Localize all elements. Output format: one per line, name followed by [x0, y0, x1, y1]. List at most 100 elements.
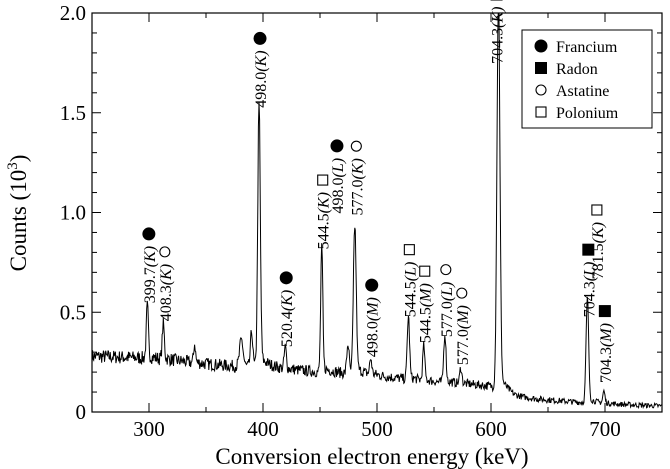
peak-annotation: 577.0(K) — [349, 140, 366, 215]
peak-energy: 577.0 — [349, 179, 366, 215]
peak-label: 498.0(L) — [330, 158, 347, 214]
peak-annotation: 781.5(K) — [590, 204, 607, 279]
peak-shell: (K) — [490, 7, 507, 28]
open-square-marker — [419, 265, 431, 277]
peak-shell: (K) — [142, 246, 159, 267]
peak-energy: 498.0 — [365, 321, 382, 357]
legend-label: Polonium — [556, 105, 619, 122]
filled-square-marker — [535, 62, 547, 74]
x-tick-label: 500 — [361, 417, 393, 441]
spectrum-line — [92, 13, 662, 410]
filled-circle-marker — [253, 31, 267, 45]
peak-shell: (M) — [455, 305, 472, 329]
y-tick-label: 2.0 — [60, 1, 86, 25]
peak-label: 498.0(M) — [365, 297, 382, 357]
peak-label: 544.5(M) — [418, 283, 435, 343]
filled-circle-marker — [330, 139, 344, 153]
peak-annotation: 544.5(K) — [316, 174, 333, 249]
peak-energy: 544.5 — [418, 307, 435, 343]
peak-energy: 704.3 — [490, 28, 507, 64]
filled-square-marker — [598, 305, 611, 318]
y-axis-label-close: ) — [6, 155, 31, 163]
peak-energy: 704.3 — [598, 347, 615, 383]
peak-label: 704.3(K) — [490, 7, 507, 64]
y-axis-label-main: Counts (10 — [6, 170, 31, 272]
peak-label: 577.0(K) — [349, 158, 366, 215]
open-circle-marker — [456, 287, 468, 299]
filled-circle-marker — [279, 271, 293, 285]
peak-label: 781.5(K) — [590, 222, 607, 279]
peak-shell: (K) — [316, 192, 333, 213]
y-tick-label: 1.5 — [60, 101, 86, 125]
ticks-layer: 300 400 500 600 700 0 0.5 1.0 1.5 2.0 — [60, 1, 663, 441]
filled-circle-marker — [142, 227, 156, 241]
y-tick-label: 0 — [76, 400, 87, 424]
peak-annotation: 498.0(L) — [330, 139, 347, 213]
peak-energy: 498.0 — [253, 72, 270, 108]
peak-shell: (L) — [439, 282, 456, 302]
legend-item: Radon — [535, 61, 598, 78]
filled-square-marker — [490, 0, 503, 1]
peak-energy: 577.0 — [455, 329, 472, 365]
peak-annotation: 704.3(M) — [598, 305, 615, 383]
peak-annotation: 408.3(K) — [158, 246, 175, 321]
x-tick-label: 600 — [475, 417, 507, 441]
legend-label: Astatine — [556, 83, 609, 100]
filled-square-marker — [582, 243, 595, 256]
peak-shell: (K) — [279, 290, 296, 311]
peak-label: 498.0(K) — [253, 50, 270, 107]
peak-shell: (L) — [581, 262, 598, 282]
peak-label: 704.3(M) — [598, 323, 615, 383]
peak-annotation: 577.0(M) — [455, 287, 472, 365]
peak-energy: 544.5 — [402, 281, 419, 317]
peak-annotation: 520.4(K) — [279, 271, 296, 347]
peak-label: 577.0(L) — [439, 282, 456, 338]
peak-label: 408.3(K) — [158, 264, 175, 321]
peak-label: 577.0(M) — [455, 305, 472, 365]
peak-annotation: 704.3(L) — [581, 243, 598, 317]
open-circle-marker — [350, 140, 362, 152]
peak-label: 544.5(K) — [316, 192, 333, 249]
legend-item: Polonium — [535, 105, 619, 122]
peak-annotation: 399.7(K) — [142, 227, 159, 303]
open-square-marker — [535, 106, 547, 118]
legend-label: Francium — [556, 39, 618, 56]
open-circle-marker — [159, 246, 171, 258]
peak-shell: (M) — [418, 283, 435, 307]
peak-energy: 399.7 — [142, 267, 159, 303]
y-tick-label: 0.5 — [60, 300, 86, 324]
y-axis-label: Counts (103) — [5, 155, 31, 272]
peak-shell: (K) — [590, 222, 607, 243]
peak-energy: 544.5 — [316, 213, 333, 249]
peak-label: 544.5(L) — [402, 262, 419, 318]
x-tick-label: 400 — [247, 417, 279, 441]
open-square-marker — [591, 204, 603, 216]
peak-shell: (M) — [598, 323, 615, 347]
filled-circle-marker — [534, 39, 548, 53]
peak-shell: (M) — [365, 297, 382, 321]
peak-energy: 704.3 — [581, 281, 598, 317]
peak-annotation: 544.5(L) — [402, 244, 419, 318]
peak-energy: 498.0 — [330, 177, 347, 213]
legend-label: Radon — [556, 61, 598, 78]
peak-annotation: 544.5(M) — [418, 265, 435, 343]
annotations-layer: 399.7(K)408.3(K)498.0(K)520.4(K)544.5(K)… — [142, 0, 615, 383]
x-tick-label: 700 — [589, 417, 621, 441]
peak-label: 520.4(K) — [279, 290, 296, 347]
legend-item: Francium — [534, 39, 618, 56]
open-square-marker — [403, 244, 415, 256]
legend-item: Astatine — [535, 83, 609, 100]
peak-annotation: 704.3(K) — [490, 0, 507, 64]
peak-energy: 520.4 — [279, 311, 296, 347]
peak-shell: (K) — [158, 264, 175, 285]
peak-annotation: 498.0(M) — [365, 278, 382, 357]
peak-shell: (K) — [349, 158, 366, 179]
open-square-marker — [317, 174, 329, 186]
peak-annotation: 577.0(L) — [439, 264, 456, 338]
open-circle-marker — [440, 264, 452, 276]
peak-energy: 408.3 — [158, 285, 175, 321]
legend: Francium Radon Astatine Polonium — [521, 29, 653, 129]
peak-shell: (L) — [402, 262, 419, 282]
open-circle-marker — [535, 84, 547, 96]
